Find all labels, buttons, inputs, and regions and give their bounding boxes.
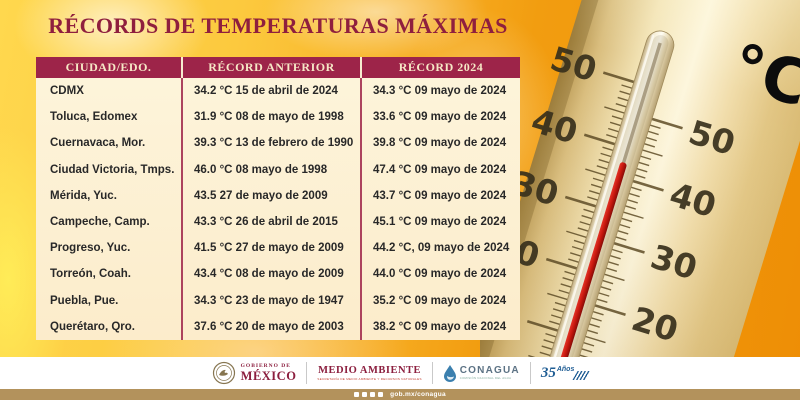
- city-cell: Mérida, Yuc.: [50, 189, 117, 202]
- x-twitter-icon: [362, 392, 368, 397]
- anniversary-number: 35: [540, 364, 556, 381]
- footer-social-bar: gob.mx/conagua: [0, 389, 800, 400]
- logo-divider: [306, 362, 308, 384]
- gobierno-de-mexico-logo: GOBIERNO DE MÉXICO: [212, 361, 297, 385]
- table-row: Campeche, Camp. 43.3 °C 26 de abril de 20…: [36, 209, 520, 235]
- header-record-2024: RÉCORD 2024: [362, 57, 520, 78]
- record-2024-cell: 34.3 °C 09 mayo de 2024: [373, 85, 507, 98]
- city-cell: Querétaro, Qro.: [50, 320, 135, 333]
- medio-ambiente-sublabel: SECRETARÍA DE MEDIO AMBIENTE Y RECURSOS …: [317, 376, 422, 381]
- header-ciudad: CIUDAD/EDO.: [36, 57, 181, 78]
- table-row: Progreso, Yuc. 41.5 °C 27 de mayo de 2009…: [36, 235, 520, 261]
- city-cell: Cuernavaca, Mor.: [50, 137, 146, 150]
- logo-divider: [431, 362, 433, 384]
- website-url: gob.mx/conagua: [390, 391, 446, 398]
- medio-ambiente-logo: MEDIO AMBIENTE SECRETARÍA DE MEDIO AMBIE…: [317, 365, 421, 381]
- city-cell: CDMX: [50, 85, 84, 98]
- conagua-logo: CONAGUA COMISIÓN NACIONAL DEL AGUA: [443, 364, 520, 382]
- previous-record-cell: 39.3 °C 13 de febrero de 1990: [194, 137, 354, 150]
- table-row: Toluca, Edomex 31.9 °C 08 de mayo de 1998…: [36, 104, 520, 130]
- previous-record-cell: 34.2 °C 15 de abril de 2024: [194, 85, 338, 98]
- record-2024-cell: 39.8 °C 09 mayo de 2024: [373, 137, 507, 150]
- previous-record-cell: 43.3 °C 26 de abril de 2015: [194, 216, 338, 229]
- anniversary-word: Años: [556, 365, 575, 373]
- table-row: Torreón, Coah. 43.4 °C 08 de mayo de 2009…: [36, 261, 520, 287]
- previous-record-cell: 37.6 °C 20 de mayo de 2003: [194, 320, 344, 333]
- previous-record-cell: 34.3 °C 23 de mayo de 1947: [194, 294, 344, 307]
- table-row: Mérida, Yuc. 43.5 27 de mayo de 2009 43.7 …: [36, 183, 520, 209]
- header-record-anterior: RÉCORD ANTERIOR: [183, 57, 360, 78]
- thermometer-illustration: 5040302010 5040302010 °C: [480, 0, 800, 357]
- conagua-sublabel: COMISIÓN NACIONAL DEL AGUA: [459, 376, 512, 381]
- record-2024-cell: 33.6 °C 09 mayo de 2024: [373, 111, 507, 124]
- city-cell: Torreón, Coah.: [50, 268, 131, 281]
- logo-divider: [529, 362, 531, 384]
- record-2024-cell: 47.4 °C 09 mayo de 2024: [373, 163, 507, 176]
- previous-record-cell: 43.5 27 de mayo de 2009: [194, 189, 328, 202]
- city-cell: Progreso, Yuc.: [50, 242, 131, 255]
- city-cell: Ciudad Victoria, Tmps.: [50, 163, 175, 176]
- table-header-row: CIUDAD/EDO. RÉCORD ANTERIOR RÉCORD 2024: [36, 57, 520, 78]
- table-body: CDMX 34.2 °C 15 de abril de 2024 34.3 °C 0…: [36, 78, 520, 340]
- city-cell: Toluca, Edomex: [50, 111, 138, 124]
- record-2024-cell: 44.2 °C, 09 mayo de 2024: [373, 242, 510, 255]
- conagua-wordmark: CONAGUA COMISIÓN NACIONAL DEL AGUA: [460, 365, 520, 380]
- conagua-label: CONAGUA: [459, 365, 520, 377]
- city-cell: Puebla, Pue.: [50, 294, 119, 307]
- thermometer-sheen: [480, 0, 800, 357]
- record-2024-cell: 43.7 °C 09 mayo de 2024: [373, 189, 507, 202]
- instagram-icon: [370, 392, 376, 397]
- table-row: Puebla, Pue. 34.3 °C 23 de mayo de 1947 35…: [36, 288, 520, 314]
- glass-highlight: [506, 34, 655, 357]
- record-2024-cell: 44.0 °C 09 mayo de 2024: [373, 268, 507, 281]
- previous-record-cell: 43.4 °C 08 de mayo de 2009: [194, 268, 344, 281]
- youtube-icon: [378, 392, 384, 397]
- previous-record-cell: 41.5 °C 27 de mayo de 2009: [194, 242, 344, 255]
- table-row: Querétaro, Qro. 37.6 °C 20 de mayo de 200…: [36, 314, 520, 340]
- table-row: Cuernavaca, Mor. 39.3 °C 13 de febrero de…: [36, 130, 520, 156]
- conagua-drop-icon: [443, 365, 456, 382]
- table-row: Ciudad Victoria, Tmps. 46.0 °C 08 mayo de…: [36, 157, 520, 183]
- gobierno-line1: GOBIERNO DE: [240, 363, 291, 369]
- footer-logos-bar: GOBIERNO DE MÉXICO MEDIO AMBIENTE SECRET…: [0, 357, 800, 389]
- facebook-icon: [354, 392, 360, 397]
- record-2024-cell: 45.1 °C 09 mayo de 2024: [373, 216, 507, 229]
- gobierno-de-mexico-seal-icon: [212, 361, 235, 385]
- previous-record-cell: 46.0 °C 08 mayo de 1998: [194, 163, 328, 176]
- medio-ambiente-label: MEDIO AMBIENTE: [318, 364, 422, 376]
- previous-record-cell: 31.9 °C 08 de mayo de 1998: [194, 111, 344, 124]
- column-divider: [181, 78, 183, 340]
- record-2024-cell: 35.2 °C 09 mayo de 2024: [373, 294, 507, 307]
- mercury-column: [512, 162, 627, 357]
- gobierno-line2: MÉXICO: [240, 368, 297, 383]
- tube-empty-line: [621, 42, 662, 166]
- gobierno-de-mexico-wordmark: GOBIERNO DE MÉXICO: [240, 363, 297, 383]
- city-cell: Campeche, Camp.: [50, 216, 150, 229]
- table-row: CDMX 34.2 °C 15 de abril de 2024 34.3 °C 0…: [36, 78, 520, 104]
- record-2024-cell: 38.2 °C 09 mayo de 2024: [373, 320, 507, 333]
- column-divider: [360, 78, 362, 340]
- page-title: RÉCORDS DE TEMPERATURAS MÁXIMAS: [48, 13, 508, 38]
- records-table: CIUDAD/EDO. RÉCORD ANTERIOR RÉCORD 2024 …: [36, 57, 520, 340]
- anniversary-stripes-icon: [572, 370, 591, 380]
- 35-aniversario-logo: 35 Años: [540, 364, 591, 382]
